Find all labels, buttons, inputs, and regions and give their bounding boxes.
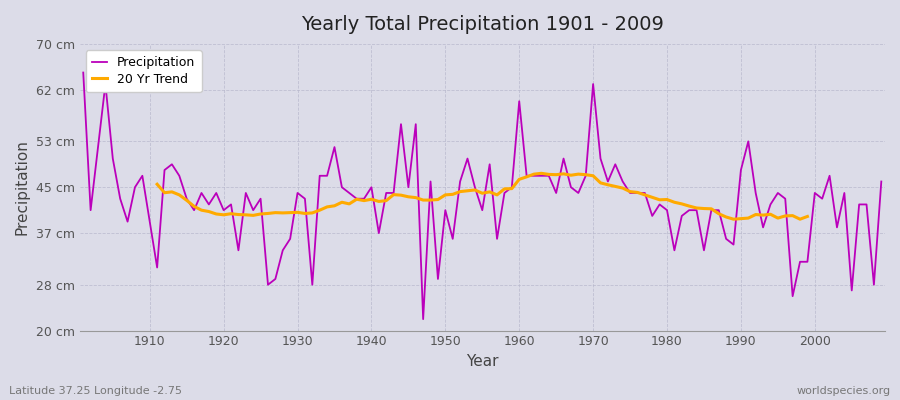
20 Yr Trend <box>284 210 295 215</box>
Precipitation <box>77 70 88 75</box>
Precipitation <box>610 162 621 167</box>
20 Yr Trend <box>742 216 753 220</box>
Y-axis label: Precipitation: Precipitation <box>15 139 30 235</box>
20 Yr Trend <box>152 182 163 187</box>
Legend: Precipitation, 20 Yr Trend: Precipitation, 20 Yr Trend <box>86 50 202 92</box>
Precipitation <box>521 173 532 178</box>
Precipitation <box>344 190 355 195</box>
Precipitation <box>418 317 428 322</box>
Precipitation <box>514 99 525 104</box>
Precipitation <box>137 173 148 178</box>
20 Yr Trend <box>728 217 739 222</box>
20 Yr Trend <box>233 212 244 217</box>
20 Yr Trend <box>403 194 414 199</box>
Precipitation <box>300 196 310 201</box>
20 Yr Trend <box>484 190 495 194</box>
20 Yr Trend <box>218 212 229 217</box>
Line: 20 Yr Trend: 20 Yr Trend <box>158 173 807 219</box>
Title: Yearly Total Precipitation 1901 - 2009: Yearly Total Precipitation 1901 - 2009 <box>301 15 663 34</box>
Precipitation <box>876 179 886 184</box>
X-axis label: Year: Year <box>466 354 499 369</box>
Line: Precipitation: Precipitation <box>83 72 881 319</box>
20 Yr Trend <box>536 171 547 176</box>
20 Yr Trend <box>802 214 813 219</box>
Text: worldspecies.org: worldspecies.org <box>796 386 891 396</box>
Text: Latitude 37.25 Longitude -2.75: Latitude 37.25 Longitude -2.75 <box>9 386 182 396</box>
